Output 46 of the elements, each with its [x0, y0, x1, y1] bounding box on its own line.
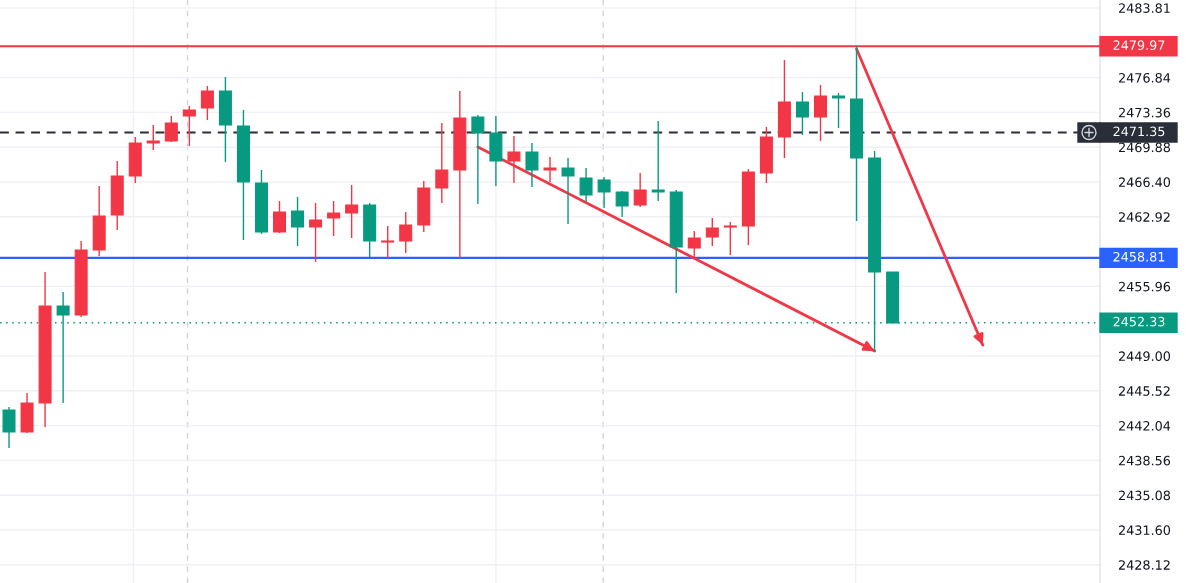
candlestick — [291, 196, 305, 247]
candlestick — [543, 156, 557, 183]
candlestick — [597, 176, 611, 209]
candlestick — [471, 114, 485, 205]
y-tick-label: 2435.08 — [1118, 490, 1171, 501]
y-tick-label: 2431.60 — [1118, 525, 1171, 536]
candlestick — [615, 190, 629, 218]
y-tick-label: 2449.00 — [1118, 351, 1171, 362]
y-tick-label: 2445.52 — [1118, 386, 1170, 396]
ref-line-label: 2452.33 — [1113, 316, 1165, 327]
y-tick-label: 2455.96 — [1118, 281, 1171, 292]
candlestick — [273, 200, 287, 234]
candlestick — [2, 406, 16, 449]
y-tick-label: 2473.36 — [1118, 107, 1171, 118]
candlestick — [345, 184, 359, 239]
candlestick — [561, 157, 575, 225]
candlestick — [651, 120, 665, 202]
y-tick-label: 2466.40 — [1118, 177, 1171, 188]
y-tick-label: 2442.04 — [1118, 420, 1171, 431]
candlestick — [705, 217, 719, 247]
candlestick — [633, 172, 647, 208]
candlestick — [813, 84, 827, 142]
candlestick — [200, 85, 214, 121]
ref-line-label: 2471.35 — [1113, 126, 1165, 137]
y-tick-label: 2428.12 — [1118, 560, 1170, 570]
y-tick-label: 2462.92 — [1118, 212, 1170, 222]
candlestick — [309, 202, 323, 263]
candlestick — [579, 167, 593, 203]
ref-line-label: 2479.97 — [1113, 40, 1165, 51]
ref-line-label: 2458.81 — [1113, 251, 1165, 262]
candlestick — [723, 221, 737, 256]
y-tick-label: 2476.84 — [1118, 72, 1171, 83]
candlestick — [399, 211, 413, 254]
candlestick — [687, 230, 701, 258]
y-tick-label: 2483.81 — [1118, 3, 1170, 13]
y-tick-label: 2438.56 — [1118, 455, 1171, 466]
candlestick — [182, 105, 196, 147]
y-tick-label: 2469.88 — [1118, 142, 1171, 153]
candlestick — [525, 142, 539, 188]
candlestick — [795, 91, 809, 136]
candlestick — [381, 225, 395, 259]
candlestick — [832, 92, 846, 129]
candlestick — [435, 122, 449, 204]
candlestick — [327, 200, 341, 237]
candlestick — [164, 115, 178, 143]
candlestick — [146, 124, 160, 151]
